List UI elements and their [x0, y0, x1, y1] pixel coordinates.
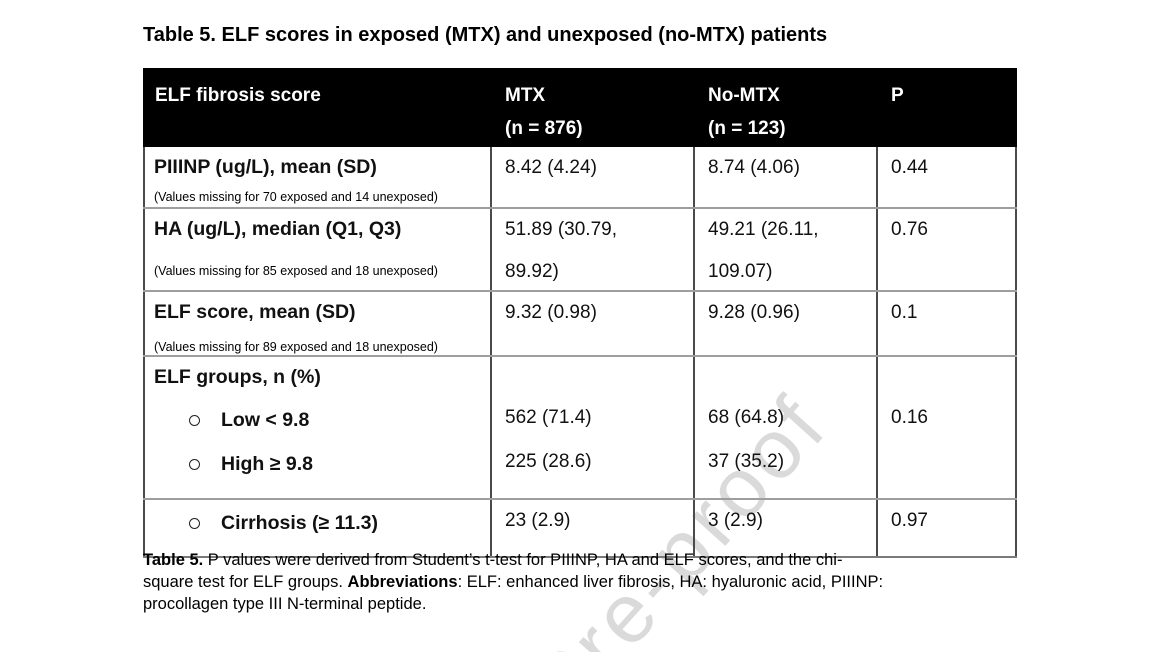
mtx-value: 23 (2.9) — [505, 510, 571, 531]
circle-bullet-icon — [189, 517, 200, 529]
row-label: HA (ug/L), median (Q1, Q3) — [154, 218, 402, 240]
nomtx-value: 3 (2.9) — [708, 510, 763, 531]
caption-text: square test for ELF groups. — [143, 573, 348, 591]
header-label: MTX — [505, 85, 546, 106]
nomtx-value-cell: 3 (2.9) — [693, 498, 878, 558]
p-value: 0.44 — [891, 157, 928, 178]
p-value-cell: 0.97 — [876, 498, 1017, 558]
p-value: 0.76 — [891, 219, 928, 240]
group-item-high: High ≥ 9.8 — [189, 452, 490, 476]
nomtx-value: 9.28 (0.96) — [708, 302, 800, 323]
caption-abbreviations-label: Abbreviations — [347, 573, 458, 591]
p-value-cell: 0.44 — [876, 145, 1017, 209]
header-sublabel: (n = 123) — [708, 118, 786, 139]
header-label: ELF fibrosis score — [155, 85, 321, 106]
row-label-cell: HA (ug/L), median (Q1, Q3) (Values missi… — [143, 207, 492, 292]
circle-bullet-icon — [189, 414, 200, 426]
mtx-value-high: 225 (28.6) — [505, 451, 592, 472]
table-row-ha: HA (ug/L), median (Q1, Q3) (Values missi… — [143, 207, 1017, 292]
row-label-cell: ELF groups, n (%) Low < 9.8 High ≥ 9.8 — [143, 355, 492, 500]
header-label: P — [891, 85, 904, 106]
group-item-label: Cirrhosis (≥ 11.3) — [221, 512, 379, 534]
row-label: ELF score, mean (SD) — [154, 301, 356, 323]
caption-lead: Table 5. — [143, 551, 204, 569]
mtx-value-cell: 51.89 (30.79, 89.92) — [490, 207, 695, 292]
mtx-value: 8.42 (4.24) — [505, 157, 597, 178]
caption-text: P values were derived from Student’s t-t… — [203, 551, 843, 569]
p-value: 0.16 — [891, 407, 928, 428]
mtx-value-low: 562 (71.4) — [505, 407, 592, 428]
p-value: 0.97 — [891, 510, 928, 531]
table-row-elf-score: ELF score, mean (SD) (Values missing for… — [143, 290, 1017, 357]
header-cell-mtx: MTX (n = 876) — [490, 68, 695, 147]
table-row-cirrhosis: Cirrhosis (≥ 11.3) 23 (2.9) 3 (2.9) 0.97 — [143, 498, 1017, 558]
mtx-value-cell: 23 (2.9) — [490, 498, 695, 558]
group-item-low: Low < 9.8 — [189, 408, 490, 432]
nomtx-value-cell: 9.28 (0.96) — [693, 290, 878, 357]
nomtx-value-cell: 49.21 (26.11, 109.07) — [693, 207, 878, 292]
group-item-label: Low < 9.8 — [221, 409, 310, 431]
missing-values-note: (Values missing for 70 exposed and 14 un… — [154, 190, 438, 204]
table-caption: Table 5. P values were derived from Stud… — [143, 549, 1035, 615]
header-cell-elf-fibrosis-score: ELF fibrosis score — [143, 68, 492, 147]
header-label: No-MTX — [708, 85, 780, 106]
table-row-elf-groups: ELF groups, n (%) Low < 9.8 High ≥ 9.8 5… — [143, 355, 1017, 500]
caption-line2: square test for ELF groups. Abbreviation… — [143, 573, 883, 591]
elf-scores-table: ELF fibrosis score MTX (n = 876) No-MTX … — [143, 68, 1017, 558]
group-heading: ELF groups, n (%) — [154, 366, 321, 388]
mtx-value: 9.32 (0.98) — [505, 302, 597, 323]
nomtx-value-low: 68 (64.8) — [708, 407, 785, 428]
group-item-cirrhosis: Cirrhosis (≥ 11.3) — [189, 511, 490, 535]
header-cell-no-mtx: No-MTX (n = 123) — [693, 68, 878, 147]
nomtx-value-cell: 8.74 (4.06) — [693, 145, 878, 209]
row-label-cell: Cirrhosis (≥ 11.3) — [143, 498, 492, 558]
header-row: ELF fibrosis score MTX (n = 876) No-MTX … — [143, 68, 1017, 147]
mtx-value-cell: 8.42 (4.24) — [490, 145, 695, 209]
mtx-value-line1: 51.89 (30.79, — [505, 219, 617, 240]
p-value-cell: 0.16 — [876, 355, 1017, 500]
caption-line3: procollagen type III N-terminal peptide. — [143, 595, 427, 613]
row-label-cell: PIIINP (ug/L), mean (SD) (Values missing… — [143, 145, 492, 209]
header-sublabel: (n = 876) — [505, 118, 583, 139]
mtx-value-cell: 562 (71.4) 225 (28.6) — [490, 355, 695, 500]
circle-bullet-icon — [189, 458, 200, 470]
nomtx-value: 8.74 (4.06) — [708, 157, 800, 178]
header-cell-p: P — [876, 68, 1017, 147]
missing-values-note: (Values missing for 85 exposed and 18 un… — [154, 264, 438, 278]
nomtx-value-high: 37 (35.2) — [708, 451, 785, 472]
missing-values-note: (Values missing for 89 exposed and 18 un… — [154, 340, 438, 354]
p-value-cell: 0.1 — [876, 290, 1017, 357]
mtx-value-line2: 89.92) — [505, 261, 559, 282]
row-label-cell: ELF score, mean (SD) (Values missing for… — [143, 290, 492, 357]
caption-line1: Table 5. P values were derived from Stud… — [143, 551, 842, 569]
nomtx-value-cell: 68 (64.8) 37 (35.2) — [693, 355, 878, 500]
table-row-piiinp: PIIINP (ug/L), mean (SD) (Values missing… — [143, 145, 1017, 209]
table-title: Table 5. ELF scores in exposed (MTX) and… — [143, 24, 828, 46]
row-label: PIIINP (ug/L), mean (SD) — [154, 156, 377, 178]
group-item-label: High ≥ 9.8 — [221, 453, 313, 475]
nomtx-value-line1: 49.21 (26.11, — [708, 219, 819, 240]
p-value-cell: 0.76 — [876, 207, 1017, 292]
p-value: 0.1 — [891, 302, 918, 323]
nomtx-value-line2: 109.07) — [708, 261, 773, 282]
mtx-value-cell: 9.32 (0.98) — [490, 290, 695, 357]
caption-text: : ELF: enhanced liver fibrosis, HA: hyal… — [457, 573, 884, 591]
